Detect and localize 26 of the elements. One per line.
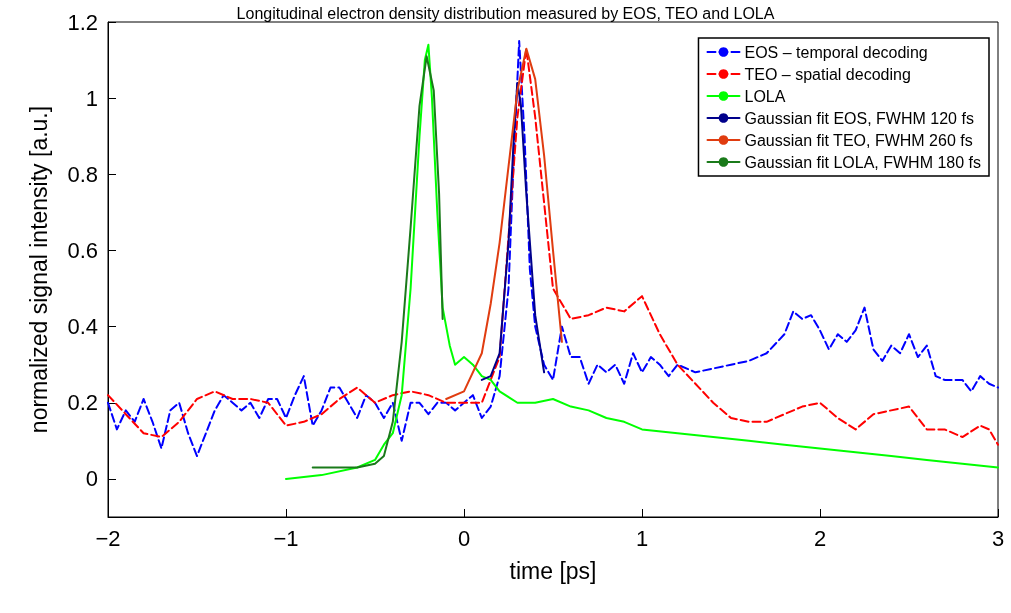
y-tick-label: 0: [85, 466, 98, 492]
y-tick-label: 0.8: [67, 161, 98, 187]
x-tick-label: −1: [273, 525, 299, 551]
line-series: [285, 43, 999, 480]
x-tick-label: 0: [457, 525, 471, 551]
legend-label: EOS – temporal decoding: [744, 43, 928, 61]
x-axis-title: time [ps]: [509, 557, 597, 584]
legend-label: LOLA: [744, 87, 786, 105]
x-tick-label: 1: [635, 525, 649, 551]
legend-label: Gaussian fit TEO, FWHM 260 fs: [744, 131, 973, 149]
line-series: [480, 81, 546, 381]
y-tick-label: 1: [85, 85, 98, 111]
legend-label: Gaussian fit EOS, FWHM 120 fs: [744, 109, 974, 127]
x-tick-label: 3: [991, 525, 1005, 551]
x-tick-label: 2: [813, 525, 827, 551]
y-axis-title: normalized signal intensity [a.u.]: [25, 105, 52, 434]
y-tick-label: 0.4: [67, 314, 98, 340]
y-tick-label: 1.2: [67, 9, 98, 35]
line-series: [311, 55, 444, 469]
legend-label: Gaussian fit LOLA, FWHM 180 fs: [744, 153, 982, 171]
legend-label: TEO – spatial decoding: [744, 65, 911, 83]
chart-title: Longitudinal electron density distribution measured by EOS, TEO and LOLA: [236, 4, 775, 22]
line-series: [445, 47, 563, 400]
y-tick-label: 0.2: [67, 390, 98, 416]
y-tick-label: 0.6: [67, 237, 98, 263]
x-tick-label: −2: [95, 525, 121, 551]
